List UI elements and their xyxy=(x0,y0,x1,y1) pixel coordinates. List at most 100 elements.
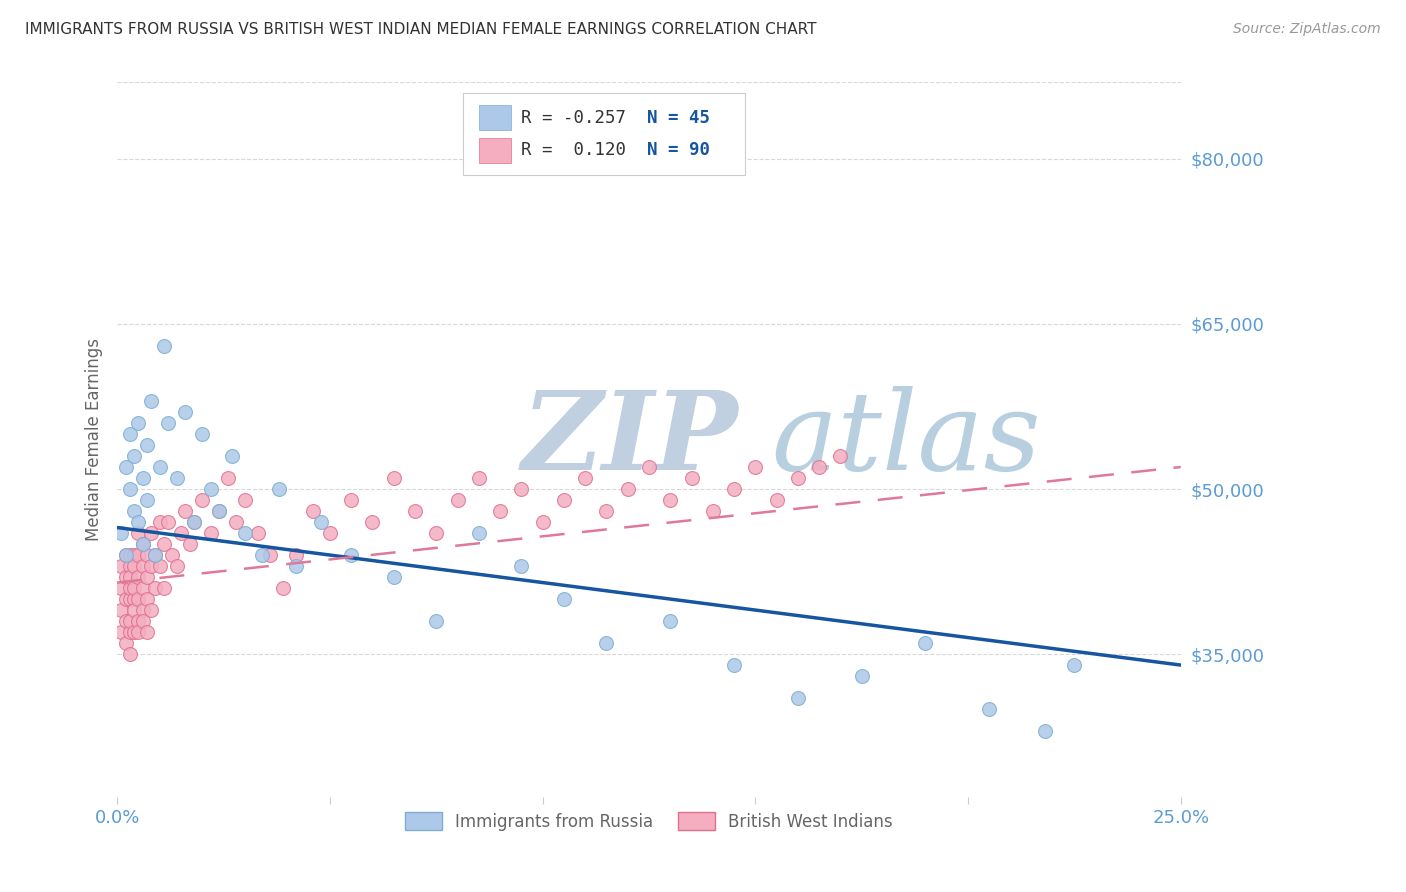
Point xyxy=(174,504,197,518)
Point xyxy=(132,603,155,617)
Point xyxy=(489,504,512,518)
Point xyxy=(340,493,363,508)
Point xyxy=(979,702,1001,716)
Point xyxy=(702,504,724,518)
Point xyxy=(271,581,294,595)
Point xyxy=(340,548,363,562)
Point xyxy=(765,493,787,508)
Point xyxy=(157,515,180,529)
Point xyxy=(141,394,163,409)
Point xyxy=(122,548,145,562)
Point xyxy=(166,471,188,485)
Point xyxy=(681,471,703,485)
Point xyxy=(744,460,766,475)
Point xyxy=(233,493,256,508)
Point xyxy=(208,504,231,518)
Point xyxy=(118,548,141,562)
Point xyxy=(127,625,149,640)
Point xyxy=(595,636,617,650)
Point xyxy=(425,526,447,541)
Point xyxy=(659,614,682,628)
Point xyxy=(127,548,149,562)
Point xyxy=(723,658,745,673)
Point xyxy=(118,559,141,574)
Text: R =  0.120: R = 0.120 xyxy=(522,141,626,159)
Point xyxy=(127,526,149,541)
Point xyxy=(553,493,575,508)
FancyBboxPatch shape xyxy=(463,93,745,175)
Point xyxy=(136,548,159,562)
FancyBboxPatch shape xyxy=(479,104,510,130)
Point xyxy=(157,416,180,430)
Point xyxy=(110,559,132,574)
Point xyxy=(132,614,155,628)
Point xyxy=(118,581,141,595)
Point xyxy=(127,592,149,607)
Point xyxy=(638,460,661,475)
Point xyxy=(200,482,222,496)
Point xyxy=(311,515,333,529)
Point xyxy=(127,515,149,529)
Point xyxy=(118,427,141,442)
Point xyxy=(118,647,141,661)
Point xyxy=(531,515,554,529)
Point xyxy=(132,537,155,551)
Point xyxy=(446,493,468,508)
Point xyxy=(114,548,136,562)
Text: R = -0.257: R = -0.257 xyxy=(522,109,626,127)
Point xyxy=(361,515,384,529)
Point xyxy=(110,625,132,640)
Point xyxy=(132,471,155,485)
Point xyxy=(136,592,159,607)
Point xyxy=(122,449,145,463)
Point xyxy=(122,603,145,617)
Point xyxy=(191,427,214,442)
Legend: Immigrants from Russia, British West Indians: Immigrants from Russia, British West Ind… xyxy=(396,804,901,838)
Point xyxy=(183,515,205,529)
Text: N = 45: N = 45 xyxy=(647,109,710,127)
Point xyxy=(284,559,307,574)
Point xyxy=(259,548,281,562)
Point xyxy=(914,636,936,650)
Point xyxy=(149,460,172,475)
Point xyxy=(118,482,141,496)
FancyBboxPatch shape xyxy=(479,137,510,162)
Point xyxy=(225,515,247,529)
Point xyxy=(114,548,136,562)
Point xyxy=(382,570,405,584)
Text: Source: ZipAtlas.com: Source: ZipAtlas.com xyxy=(1233,22,1381,37)
Point xyxy=(382,471,405,485)
Point xyxy=(510,482,533,496)
Point xyxy=(162,548,184,562)
Point xyxy=(136,438,159,452)
Point xyxy=(149,559,172,574)
Point xyxy=(145,581,167,595)
Point xyxy=(110,581,132,595)
Point xyxy=(170,526,193,541)
Point xyxy=(468,471,491,485)
Point xyxy=(141,603,163,617)
Point xyxy=(166,559,188,574)
Point xyxy=(118,592,141,607)
Point xyxy=(118,614,141,628)
Point xyxy=(595,504,617,518)
Point xyxy=(127,416,149,430)
Point xyxy=(510,559,533,574)
Point xyxy=(114,460,136,475)
Point xyxy=(284,548,307,562)
Text: ZIP: ZIP xyxy=(522,385,738,493)
Point xyxy=(217,471,239,485)
Point xyxy=(246,526,269,541)
Y-axis label: Median Female Earnings: Median Female Earnings xyxy=(86,338,103,541)
Text: atlas: atlas xyxy=(772,385,1040,493)
Point xyxy=(468,526,491,541)
Point xyxy=(145,548,167,562)
Point xyxy=(191,493,214,508)
Point xyxy=(114,570,136,584)
Point xyxy=(302,504,325,518)
Point xyxy=(174,405,197,419)
Point xyxy=(319,526,342,541)
Point xyxy=(250,548,273,562)
Point xyxy=(200,526,222,541)
Point xyxy=(1063,658,1085,673)
